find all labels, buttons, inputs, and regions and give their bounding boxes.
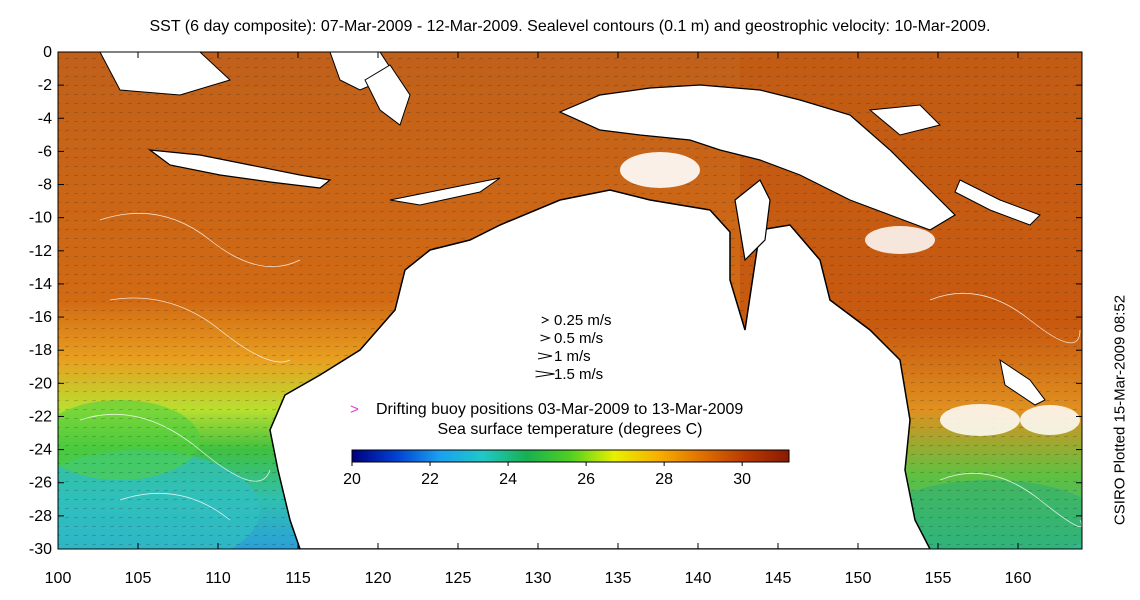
colorbar-ticks: 20 22 24 26 28 30 (343, 462, 751, 488)
y-tick-label: -4 (38, 110, 52, 127)
colorbar-tick-label: 24 (499, 471, 517, 488)
x-tick-label: 100 (45, 570, 72, 587)
colorbar-tick-label: 26 (577, 471, 595, 488)
x-tick-label: 160 (1005, 570, 1032, 587)
x-tick-label: 110 (205, 570, 231, 587)
velocity-label: 1 m/s (554, 348, 591, 365)
java-island (147, 149, 332, 189)
colorbar-tick-label: 22 (421, 471, 439, 488)
y-tick-label: -14 (29, 276, 52, 293)
sealevel-contours (79, 212, 1082, 528)
buoy-symbol: > (350, 401, 359, 418)
x-axis: 100 105 110 115 120 125 130 135 140 145 150 155 160 (45, 52, 1032, 587)
x-tick-label: 130 (525, 570, 552, 587)
y-tick-label: -22 (29, 408, 52, 425)
y-tick-label: -10 (29, 210, 52, 227)
x-tick-label: 145 (765, 570, 792, 587)
y-tick-label: 0 (43, 44, 52, 61)
velocity-label: 0.25 m/s (554, 312, 612, 329)
x-tick-label: 105 (125, 570, 152, 587)
x-tick-label: 140 (685, 570, 712, 587)
y-tick-label: -18 (29, 342, 52, 359)
x-tick-label: 150 (845, 570, 872, 587)
colorbar-tick-label: 30 (733, 471, 751, 488)
y-tick-label: -28 (29, 508, 52, 525)
y-tick-label: -16 (29, 309, 52, 326)
y-tick-label: -20 (29, 375, 52, 392)
colorbar: Sea surface temperature (degrees C) 20 22… (343, 421, 790, 488)
colorbar-tick-label: 20 (343, 471, 361, 488)
buoy-legend-label: Drifting buoy positions 03-Mar-2009 to 1… (376, 401, 743, 418)
colorbar-gradient (351, 449, 790, 463)
x-tick-label: 135 (605, 570, 632, 587)
x-tick-label: 125 (445, 570, 472, 587)
x-tick-label: 115 (285, 570, 311, 587)
velocity-arrow (541, 316, 550, 324)
new-guinea-island (558, 84, 956, 231)
map-field (58, 52, 1082, 549)
buoy-legend: > Drifting buoy positions 03-Mar-2009 to… (350, 401, 743, 418)
y-tick-label: -2 (38, 77, 52, 94)
velocity-arrow (535, 370, 555, 378)
plot-frame (57, 51, 1083, 550)
y-tick-label: -26 (29, 475, 52, 492)
velocity-arrow (537, 352, 553, 360)
colorbar-tick-label: 28 (655, 471, 673, 488)
y-axis: 0 -2 -4 -6 -8 -10 -12 -14 -16 -18 -20 -22 -24 -26 -28 -… (29, 44, 1082, 558)
y-tick-label: -8 (38, 177, 52, 194)
velocity-legend: 0.25 m/s0.5 m/s1 m/s1.5 m/s (535, 312, 612, 383)
y-tick-label: -24 (29, 442, 52, 459)
x-tick-label: 155 (925, 570, 952, 587)
x-tick-label: 120 (365, 570, 392, 587)
velocity-arrow (540, 334, 552, 342)
y-tick-label: -12 (29, 243, 52, 260)
velocity-label: 1.5 m/s (554, 366, 603, 383)
velocity-label: 0.5 m/s (554, 330, 603, 347)
y-tick-label: -30 (29, 541, 52, 558)
y-tick-label: -6 (38, 143, 52, 160)
colorbar-title: Sea surface temperature (degrees C) (437, 421, 702, 438)
map-title: SST (6 day composite): 07-Mar-2009 - 12-… (149, 18, 991, 35)
